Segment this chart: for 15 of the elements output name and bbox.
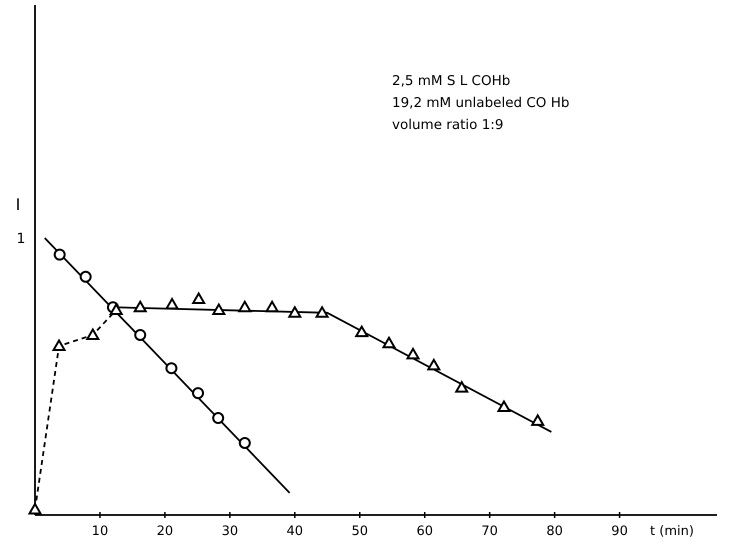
x-tick-label: 80	[546, 524, 563, 539]
x-tick-label: 10	[92, 524, 108, 539]
x-axis-title: t (min)	[650, 524, 694, 539]
y-axis-title: I	[16, 195, 20, 214]
x-tick-label: 60	[416, 524, 433, 539]
x-tick-label: 70	[481, 524, 498, 539]
text: 1	[16, 231, 26, 247]
text: 19,2 mM unlabeled CO Hb	[392, 95, 570, 111]
text: volume ratio 1:9	[392, 117, 504, 133]
x-tick-label: 30	[222, 524, 238, 539]
x-tick-label: 90	[611, 524, 628, 539]
text: 2,5 mM S L COHb	[392, 73, 510, 89]
x-tick-label: 50	[351, 524, 368, 539]
x-tick-label: 20	[156, 524, 174, 539]
x-tick-label: 40	[286, 524, 304, 539]
